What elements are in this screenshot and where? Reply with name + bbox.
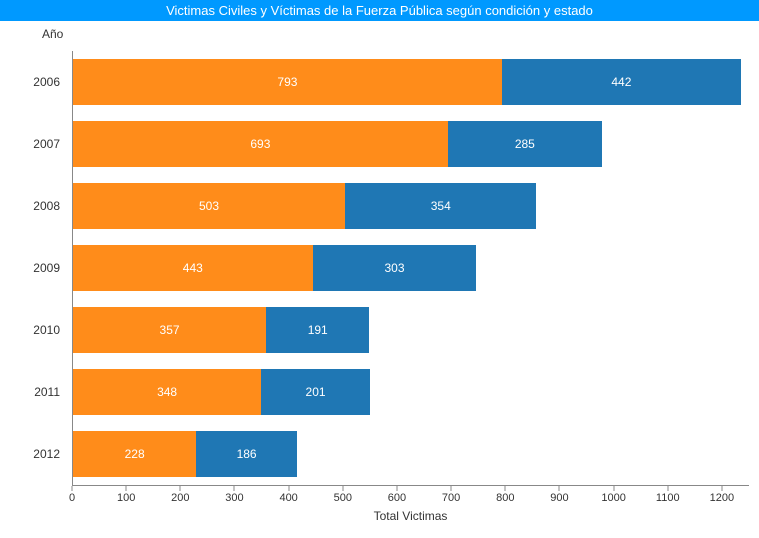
x-tick-mark <box>72 486 73 491</box>
bar-stack: 503354 <box>73 183 749 229</box>
bar-segment: 201 <box>261 369 370 415</box>
x-tick-label: 100 <box>117 492 135 504</box>
x-tick: 400 <box>288 486 289 491</box>
bar-stack: 793442 <box>73 59 749 105</box>
x-tick-mark <box>667 486 668 491</box>
y-tick-label: 2006 <box>10 75 72 89</box>
bar-stack: 228186 <box>73 431 749 477</box>
x-tick-label: 400 <box>279 492 297 504</box>
x-tick-label: 800 <box>496 492 514 504</box>
y-tick-label: 2010 <box>10 323 72 337</box>
x-tick: 600 <box>396 486 397 491</box>
plot-area: Año 200679344220076932852008503354200944… <box>0 21 759 525</box>
x-tick-mark <box>180 486 181 491</box>
x-tick-label: 600 <box>388 492 406 504</box>
y-tick-label: 2007 <box>10 137 72 151</box>
bar-segment: 285 <box>448 121 602 167</box>
y-axis-title: Año <box>42 27 63 41</box>
x-tick-label: 300 <box>225 492 243 504</box>
y-tick-label: 2008 <box>10 199 72 213</box>
x-tick: 0 <box>72 486 73 491</box>
bar-track: 503354 <box>72 175 749 237</box>
bar-segment: 186 <box>196 431 297 477</box>
bar-track: 228186 <box>72 423 749 485</box>
x-axis-title: Total Victimas <box>374 509 448 523</box>
bar-segment: 348 <box>73 369 261 415</box>
x-tick-mark <box>396 486 397 491</box>
x-tick: 100 <box>126 486 127 491</box>
x-tick: 1200 <box>721 486 722 491</box>
bar-segment: 793 <box>73 59 502 105</box>
bar-track: 693285 <box>72 113 749 175</box>
chart-container: Victimas Civiles y Víctimas de la Fuerza… <box>0 0 759 525</box>
x-tick: 300 <box>234 486 235 491</box>
bar-segment: 442 <box>502 59 741 105</box>
x-tick-mark <box>126 486 127 491</box>
bar-row: 2010357191 <box>10 299 749 361</box>
x-tick: 200 <box>180 486 181 491</box>
x-tick-label: 1200 <box>710 492 734 504</box>
x-tick: 800 <box>505 486 506 491</box>
x-tick-label: 900 <box>550 492 568 504</box>
bar-track: 793442 <box>72 51 749 113</box>
bar-stack: 693285 <box>73 121 749 167</box>
bar-track: 443303 <box>72 237 749 299</box>
bar-segment: 693 <box>73 121 448 167</box>
bar-row: 2009443303 <box>10 237 749 299</box>
bar-row: 2011348201 <box>10 361 749 423</box>
x-tick-mark <box>505 486 506 491</box>
bar-segment: 357 <box>73 307 266 353</box>
y-tick-label: 2011 <box>10 385 72 399</box>
x-tick: 900 <box>559 486 560 491</box>
x-tick-mark <box>288 486 289 491</box>
bar-segment: 303 <box>313 245 477 291</box>
x-tick-mark <box>234 486 235 491</box>
x-axis: 0100200300400500600700800900100011001200… <box>72 485 749 523</box>
x-tick: 1100 <box>667 486 668 491</box>
bar-track: 348201 <box>72 361 749 423</box>
x-tick-label: 1100 <box>656 492 680 504</box>
x-tick-mark <box>451 486 452 491</box>
bar-stack: 443303 <box>73 245 749 291</box>
x-tick-mark <box>342 486 343 491</box>
x-tick-mark <box>721 486 722 491</box>
bar-segment: 354 <box>345 183 536 229</box>
bar-segment: 191 <box>266 307 369 353</box>
bar-row: 2012228186 <box>10 423 749 485</box>
x-tick-label: 200 <box>171 492 189 504</box>
x-tick-label: 1000 <box>601 492 625 504</box>
bar-track: 357191 <box>72 299 749 361</box>
y-tick-label: 2009 <box>10 261 72 275</box>
x-tick-mark <box>613 486 614 491</box>
bar-segment: 443 <box>73 245 313 291</box>
x-tick-label: 0 <box>69 492 75 504</box>
bar-segment: 503 <box>73 183 345 229</box>
bar-rows: 2006793442200769328520085033542009443303… <box>10 51 749 485</box>
chart-title: Victimas Civiles y Víctimas de la Fuerza… <box>0 0 759 21</box>
bar-row: 2008503354 <box>10 175 749 237</box>
bar-stack: 357191 <box>73 307 749 353</box>
x-tick: 500 <box>342 486 343 491</box>
x-tick: 1000 <box>613 486 614 491</box>
x-tick-label: 500 <box>334 492 352 504</box>
bar-stack: 348201 <box>73 369 749 415</box>
bar-row: 2007693285 <box>10 113 749 175</box>
x-tick-label: 700 <box>442 492 460 504</box>
x-tick-mark <box>559 486 560 491</box>
bar-segment: 228 <box>73 431 196 477</box>
bar-row: 2006793442 <box>10 51 749 113</box>
y-tick-label: 2012 <box>10 447 72 461</box>
x-tick: 700 <box>451 486 452 491</box>
